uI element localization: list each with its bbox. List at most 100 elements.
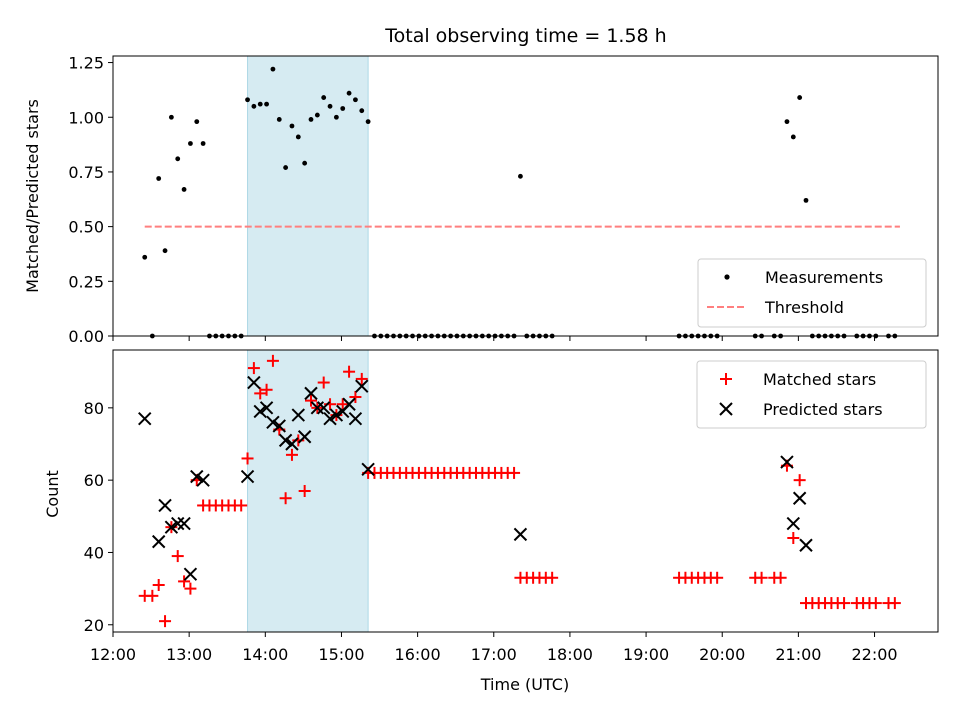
matched-star-point (285, 448, 298, 461)
measurement-point (302, 160, 308, 166)
matched-star-point (298, 485, 311, 497)
top-panel: Total observing time = 1.58 h 0.00 0.25 0.… (23, 25, 939, 346)
top-y-tick-label: 0.75 (68, 163, 104, 182)
matched-star-point (305, 394, 317, 407)
matched-star-point (711, 571, 724, 584)
predicted-star-point (266, 415, 280, 430)
matched-star-point (171, 550, 184, 563)
bottom-x-tick-label: 13:00 (166, 645, 212, 664)
bottom-x-tick-label: 20:00 (699, 645, 745, 664)
legend-matched-marker (720, 373, 732, 385)
predicted-star-point (291, 408, 306, 422)
bottom-x-tick-label: 12:00 (90, 645, 136, 664)
measurement-point (314, 112, 320, 118)
matched-star-point (343, 365, 356, 378)
predicted-star-point (316, 401, 331, 415)
matched-star-point (159, 615, 172, 628)
bottom-y-tick-label: 20 (84, 616, 104, 635)
bottom-x-tick-label: 21:00 (775, 645, 821, 664)
measurement-point (162, 248, 168, 254)
top-y-tick-label: 0.50 (68, 218, 104, 237)
measurement-point (790, 134, 796, 140)
predicted-star-point (158, 498, 172, 513)
matched-star-point (178, 575, 191, 588)
top-y-axis-label: Matched/Predicted stars (23, 99, 42, 293)
top-legend: Measurements Threshold (697, 258, 927, 328)
bottom-legend-box (696, 360, 927, 429)
matched-star-point (838, 597, 851, 610)
matched-star-point (317, 376, 330, 389)
matched-star-point (787, 532, 800, 544)
matched-star-point (793, 474, 806, 487)
matched-star-point (869, 597, 882, 610)
predicted-star-point (792, 491, 807, 505)
matched-star-point (755, 571, 768, 584)
measurement-point (257, 101, 263, 107)
predicted-star-point (247, 375, 261, 390)
bottom-x-tick-label: 18:00 (547, 645, 593, 664)
predicted-star-point (780, 455, 794, 469)
predicted-star-point (310, 401, 325, 415)
matched-star-point (336, 398, 349, 411)
bottom-x-tick-label: 15:00 (318, 645, 364, 664)
measurement-point (283, 165, 289, 170)
measurement-point (308, 117, 314, 122)
matched-star-point (355, 372, 368, 385)
measurement-point (181, 187, 187, 192)
top-y-tick-label: 0.00 (68, 327, 104, 346)
measurement-point (518, 173, 523, 179)
bottom-x-tick-label: 16:00 (395, 645, 441, 664)
matched-star-point (888, 597, 901, 610)
measurement-point (353, 97, 358, 103)
top-y-tick-label: 1.00 (68, 108, 104, 127)
x-axis-label: Time (UTC) (480, 675, 569, 694)
legend-predicted-marker (719, 402, 733, 416)
bottom-y-axis-label: Count (43, 470, 62, 518)
predicted-star-point (196, 473, 210, 487)
measurement-point (156, 176, 162, 181)
predicted-star-point (348, 411, 363, 426)
measurement-point (251, 103, 257, 109)
top-y-tick-label: 1.25 (68, 54, 104, 73)
predicted-star-point (278, 433, 293, 448)
matched-star-point (146, 589, 159, 602)
matched-star-point (266, 354, 279, 367)
predicted-star-point (253, 404, 267, 419)
measurement-point (142, 254, 148, 260)
measurement-point (340, 106, 346, 111)
predicted-star-point (285, 437, 299, 451)
predicted-star-point (361, 462, 375, 477)
measurement-point (276, 117, 282, 122)
predicted-star-point (164, 520, 179, 534)
measurement-point (264, 101, 269, 107)
legend-measurements-marker (724, 274, 730, 280)
bottom-x-tick-label: 19:00 (623, 645, 669, 664)
predicted-star-point (323, 411, 337, 426)
chart-title: Total observing time = 1.58 h (384, 25, 666, 47)
matched-star-point (184, 582, 197, 595)
bottom-y-tick-label: 40 (84, 543, 104, 562)
predicted-star-point (138, 411, 152, 426)
measurement-point (803, 197, 809, 203)
measurement-point (245, 97, 250, 103)
bottom-x-tick-label: 14:00 (242, 645, 288, 664)
measurement-point (797, 95, 803, 100)
predicted-star-point (259, 401, 274, 415)
measurement-point (327, 103, 333, 109)
predicted-star-point (151, 534, 166, 549)
bottom-x-tick-label: 22:00 (851, 645, 897, 664)
matched-star-point (279, 492, 292, 505)
matched-star-point (247, 362, 260, 375)
predicted-star-point (786, 516, 801, 531)
matched-star-point (152, 579, 165, 591)
predicted-star-point (272, 419, 286, 433)
legend-predicted-label: Predicted stars (763, 400, 883, 419)
predicted-star-point (355, 379, 369, 393)
measurement-point (200, 141, 206, 146)
matched-star-point (349, 391, 362, 403)
matched-star-point (254, 387, 267, 400)
measurement-point (175, 156, 181, 162)
predicted-star-point (297, 430, 312, 444)
measurement-point (194, 119, 200, 125)
